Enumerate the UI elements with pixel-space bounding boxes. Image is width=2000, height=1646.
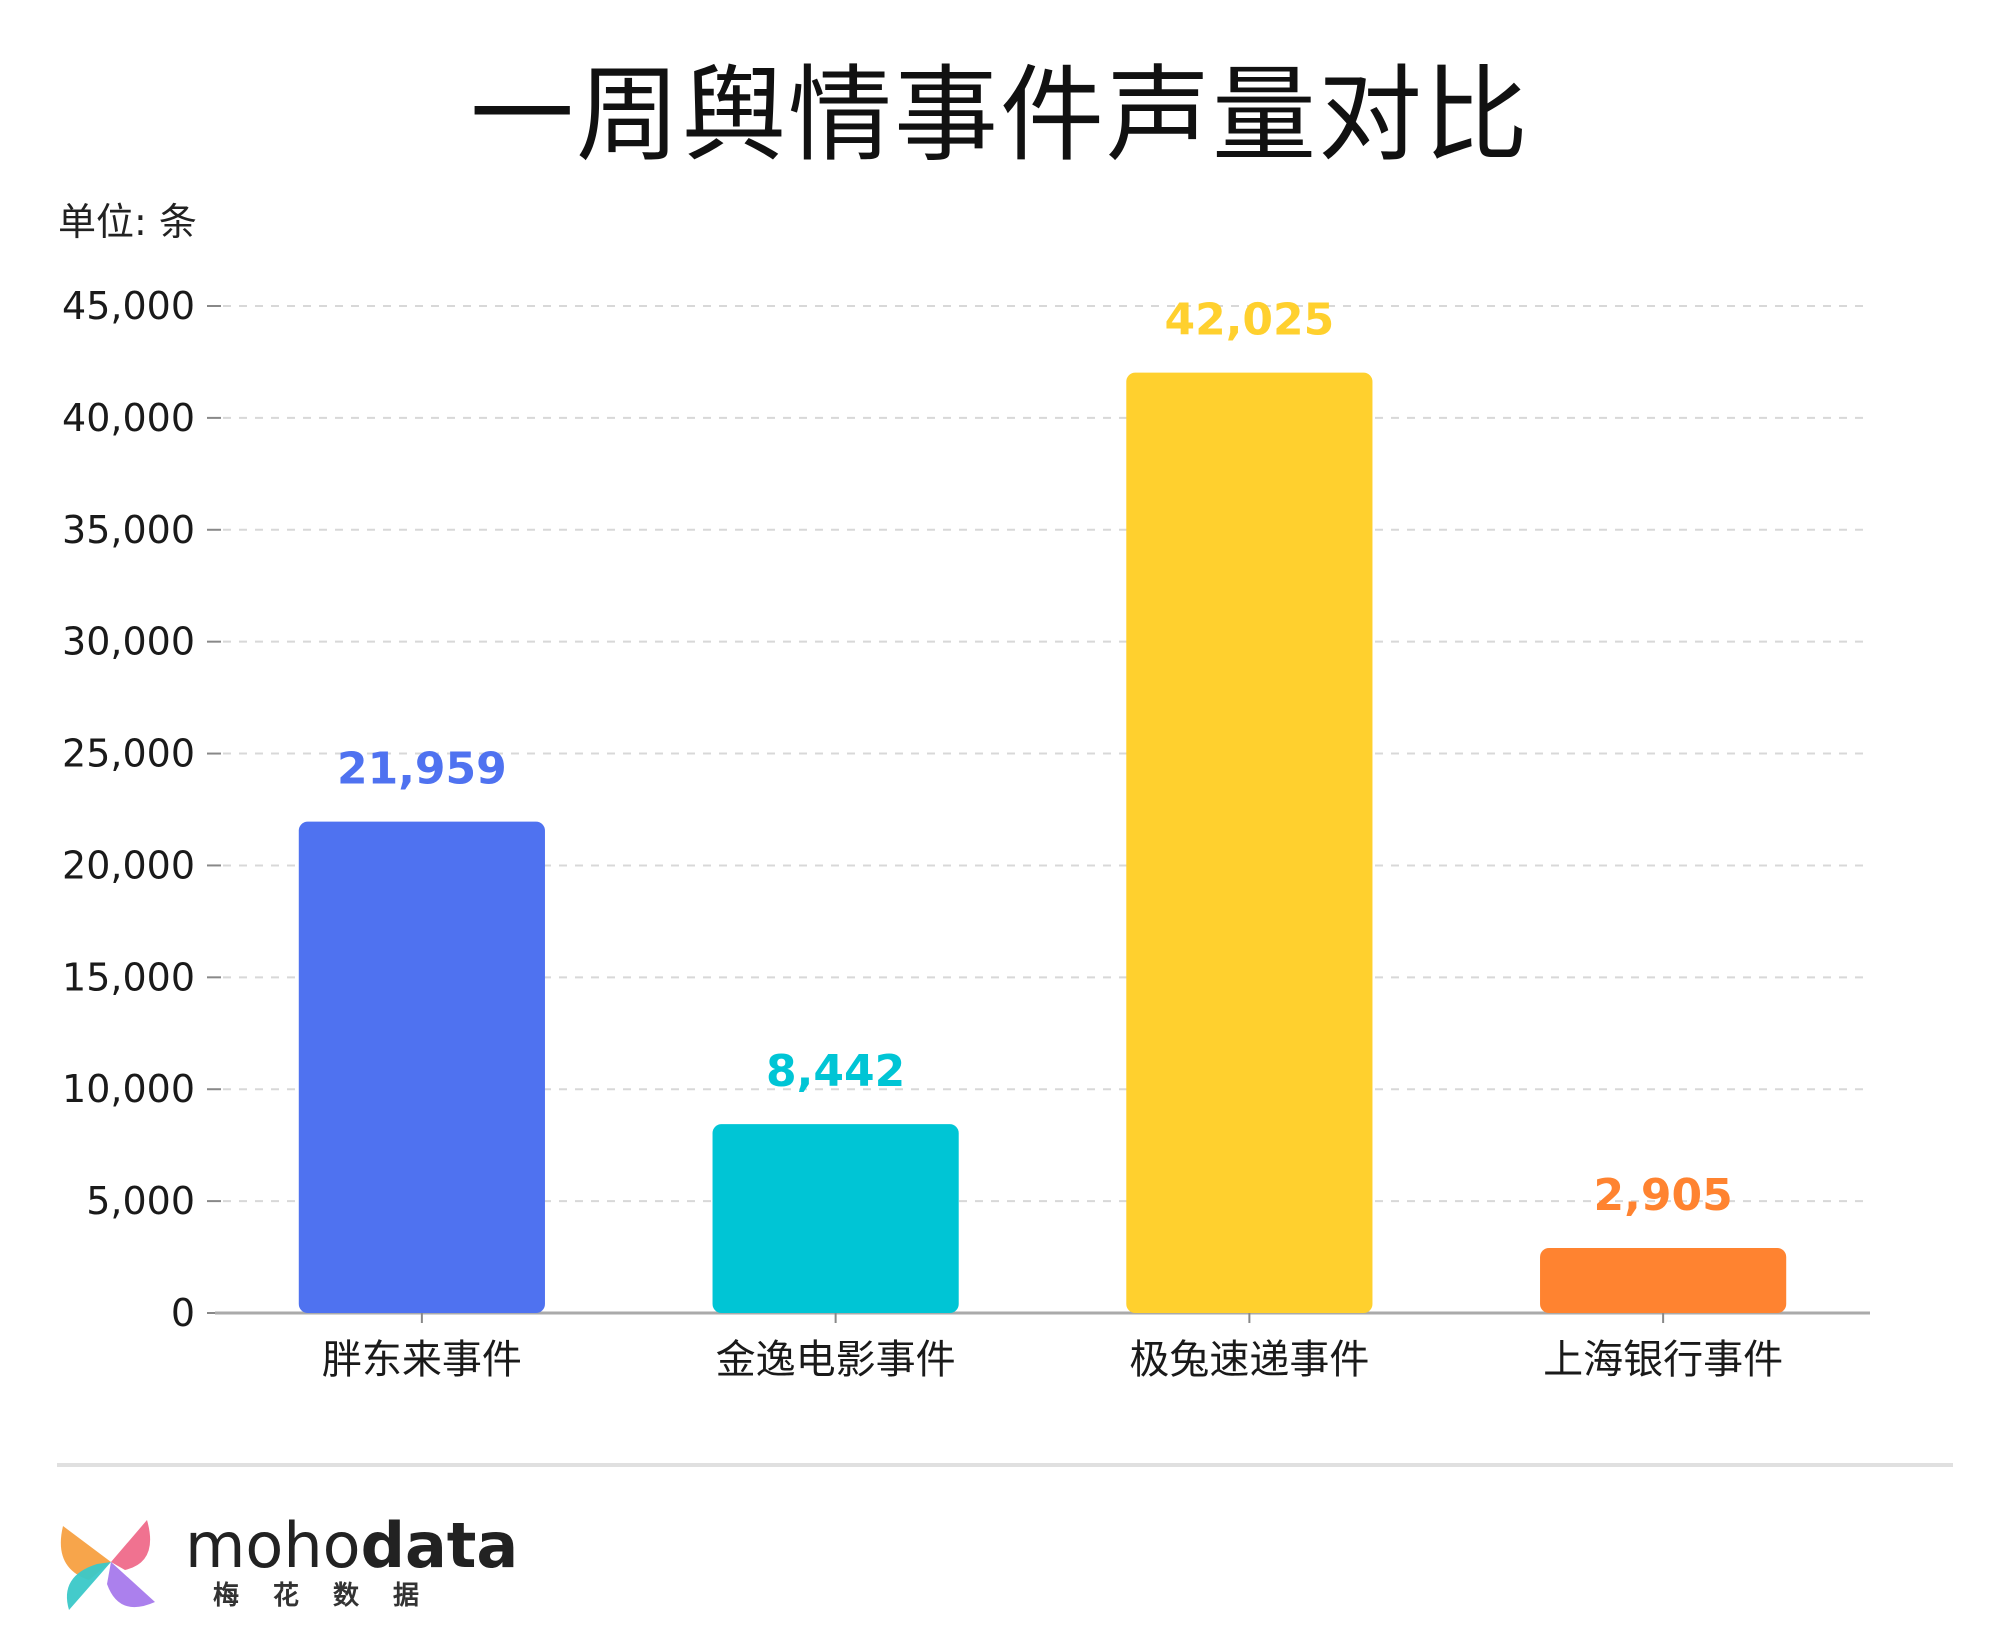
logo-petal-purple <box>107 1562 155 1608</box>
y-tick-label: 10,000 <box>62 1067 195 1111</box>
y-tick-label: 40,000 <box>62 396 195 440</box>
y-tick-label: 20,000 <box>62 843 195 887</box>
bar <box>1126 372 1373 1314</box>
y-tick-label: 45,000 <box>62 284 195 328</box>
bar <box>298 821 545 1313</box>
chart-title: 一周舆情事件声量对比 <box>469 54 1530 176</box>
brand-name-bold: data <box>360 1509 519 1582</box>
y-tick-label: 15,000 <box>62 955 195 999</box>
unit-label: 单位: 条 <box>58 200 197 244</box>
bar-value-label: 2,905 <box>1594 1170 1733 1221</box>
bar <box>1540 1247 1787 1313</box>
bar-value-label: 8,442 <box>766 1046 905 1097</box>
y-tick-label: 5,000 <box>86 1179 195 1223</box>
bar-value-label: 21,959 <box>337 744 507 795</box>
pinwheel-logo-icon <box>60 1520 155 1610</box>
bar <box>712 1124 959 1313</box>
footer-divider <box>57 1463 1953 1467</box>
brand-name: mohodata <box>185 1511 518 1581</box>
y-tick-label: 35,000 <box>62 508 195 552</box>
y-tick-label: 25,000 <box>62 732 195 776</box>
logo-petal-teal <box>66 1562 111 1610</box>
x-tick-label: 极兔速递事件 <box>1129 1337 1369 1383</box>
brand-subtitle: 梅花数据 <box>213 1581 454 1611</box>
brand-name-light: moho <box>185 1509 361 1582</box>
y-tick-label: 0 <box>171 1291 195 1335</box>
x-tick-label: 胖东来事件 <box>322 1337 522 1383</box>
bar-value-label: 42,025 <box>1164 295 1334 346</box>
x-tick-label: 上海银行事件 <box>1543 1337 1783 1383</box>
bar-chart: 0 5,000 10,000 15,000 20,000 25,000 30,000 35,0… <box>62 284 1870 1383</box>
x-tick-label: 金逸电影事件 <box>716 1337 956 1383</box>
y-tick-label: 30,000 <box>62 620 195 664</box>
logo-petal-pink <box>111 1520 151 1570</box>
